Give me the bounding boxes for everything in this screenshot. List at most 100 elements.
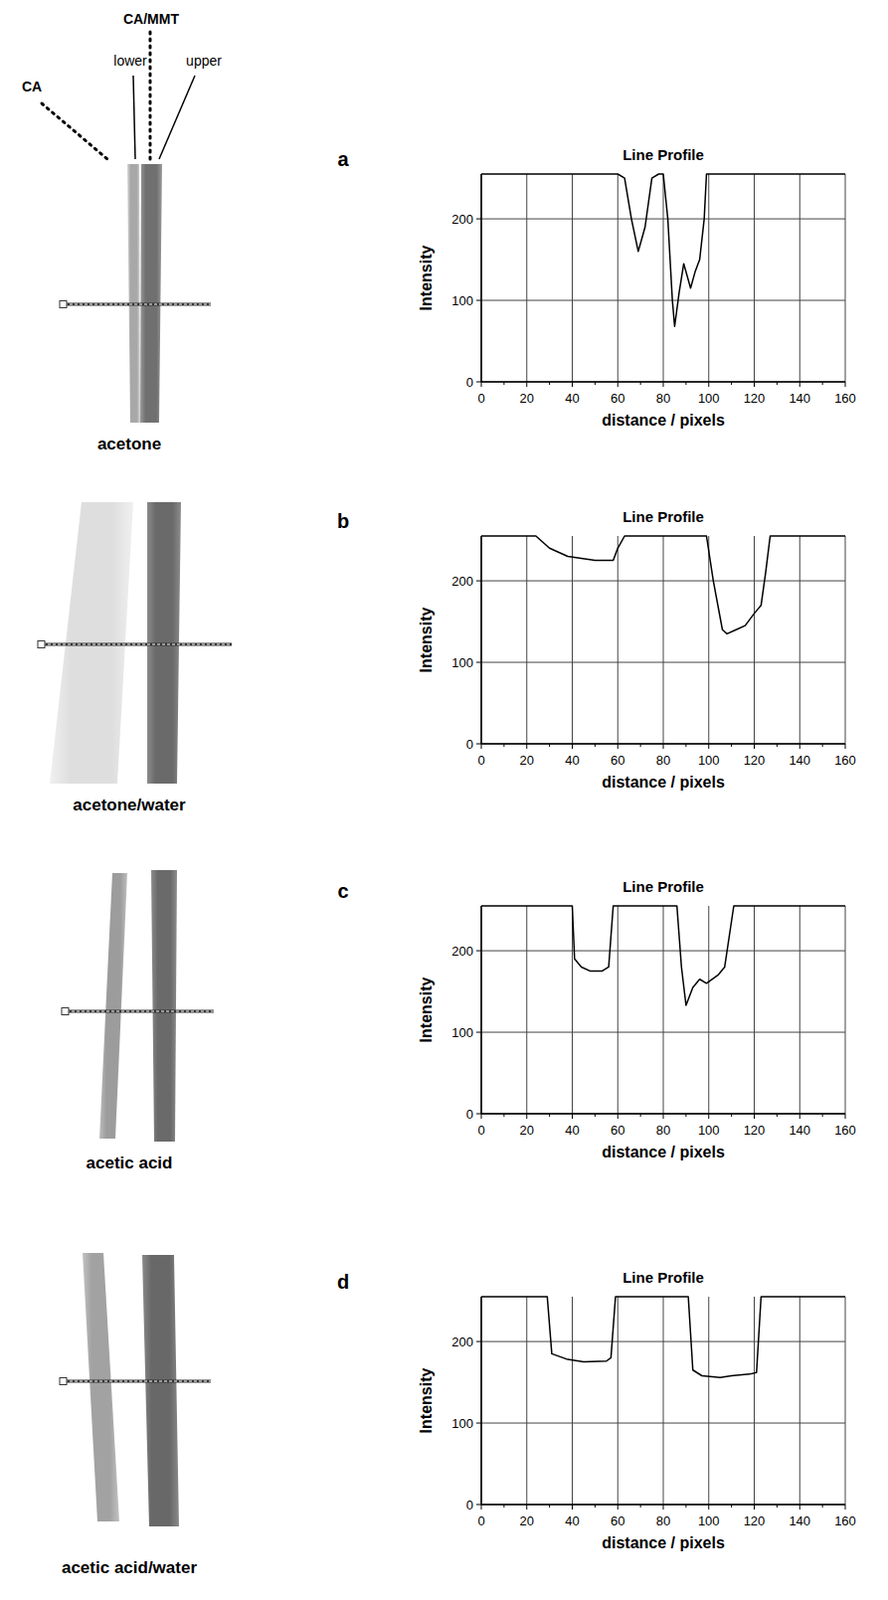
x-axis-title: distance / pixels — [601, 773, 725, 791]
grid-line — [753, 905, 755, 1114]
minor-tick — [776, 1113, 778, 1117]
minor-tick — [548, 1504, 550, 1508]
data-layer — [481, 1296, 846, 1378]
y-tick-label: 0 — [466, 1497, 474, 1513]
x-tick-label: 60 — [610, 390, 625, 406]
panel-letter: a — [337, 148, 350, 171]
minor-tick — [640, 1113, 642, 1117]
x-tick — [799, 381, 801, 387]
y-tick — [476, 1422, 482, 1424]
data-layer — [481, 174, 846, 327]
x-tick — [526, 1113, 528, 1119]
y-tick — [476, 1032, 482, 1034]
x-tick-label: 100 — [698, 390, 720, 406]
x-tick-label: 0 — [477, 390, 485, 406]
x-tick — [571, 743, 573, 749]
minor-tick — [822, 1504, 824, 1508]
y-tick — [476, 662, 482, 664]
x-tick-label: 120 — [743, 390, 766, 406]
x-tick-label: 100 — [698, 1122, 720, 1138]
x-tick — [571, 1113, 573, 1119]
y-tick-label: 0 — [466, 736, 474, 752]
pointer — [41, 103, 108, 160]
x-tick-label: 80 — [656, 390, 671, 406]
x-tick — [845, 381, 847, 387]
x-tick-label: 120 — [743, 752, 766, 768]
x-tick — [617, 381, 619, 387]
minor-tick — [776, 1504, 778, 1508]
x-tick — [481, 381, 483, 387]
data-layer — [481, 535, 846, 634]
x-tick — [526, 743, 528, 749]
grid-line — [708, 905, 710, 1114]
y-tick — [476, 1113, 482, 1115]
minor-tick — [640, 381, 642, 385]
profile-line — [64, 304, 211, 306]
grid-line — [571, 905, 573, 1114]
x-tick-label: 40 — [564, 390, 579, 406]
x-tick — [799, 743, 801, 749]
minor-tick — [776, 743, 778, 747]
profile-handle — [37, 641, 45, 649]
grid-line — [481, 1296, 483, 1505]
caption: acetone — [97, 434, 162, 454]
minor-tick — [594, 1504, 596, 1508]
grid-line — [481, 580, 846, 582]
x-tick — [617, 1113, 619, 1119]
minor-tick — [548, 1113, 550, 1117]
grid-line — [753, 1296, 755, 1505]
y-tick-label: 200 — [451, 943, 474, 959]
minor-tick — [640, 1504, 642, 1508]
grid-line — [617, 174, 619, 382]
y-axis — [480, 535, 483, 744]
minor-tick — [685, 1113, 687, 1117]
minor-tick — [776, 381, 778, 385]
x-tick-label: 80 — [656, 1513, 671, 1529]
grid-line — [571, 174, 573, 382]
x-tick-label: 40 — [564, 752, 579, 768]
x-tick-label: 20 — [520, 1513, 534, 1529]
profile-line — [66, 1011, 214, 1013]
fiber — [140, 164, 163, 423]
y-tick — [476, 950, 482, 952]
y-axis-title: Intensity — [417, 1368, 435, 1434]
x-tick — [526, 1504, 528, 1510]
x-tick-label: 40 — [564, 1513, 579, 1529]
grid-line — [481, 1032, 846, 1034]
grid-line — [481, 905, 483, 1114]
profile-handle — [59, 1378, 67, 1386]
x-tick — [481, 743, 483, 749]
minor-tick — [685, 743, 687, 747]
grid-line — [571, 1296, 573, 1505]
x-tick-label: 140 — [788, 390, 811, 406]
y-tick-label: 100 — [451, 655, 474, 671]
profile-curve — [481, 174, 846, 327]
x-tick-label: 60 — [610, 752, 625, 768]
image-label: CA/MMT — [123, 10, 179, 27]
y-tick — [476, 743, 482, 745]
minor-tick — [822, 743, 824, 747]
y-tick-label: 200 — [451, 1334, 474, 1350]
grid-line — [526, 1296, 528, 1505]
grid-line — [708, 535, 710, 744]
x-tick-label: 100 — [698, 1513, 720, 1529]
pointer — [159, 75, 195, 160]
data-layer — [481, 905, 846, 1006]
profile-curve — [481, 535, 846, 634]
line-chart: 0204060801001201401600100200Line Profile… — [337, 146, 856, 429]
grid-line — [481, 950, 846, 952]
line-chart: 0204060801001201401600100200Line Profile… — [337, 508, 857, 791]
x-tick — [663, 381, 665, 387]
y-tick-label: 100 — [451, 1025, 474, 1041]
fiber-image — [37, 502, 232, 784]
profile-line — [64, 1380, 211, 1384]
x-tick — [663, 743, 665, 749]
fiber-image — [59, 164, 211, 423]
x-tick — [617, 743, 619, 749]
x-tick-label: 20 — [520, 390, 534, 406]
profile-handle — [61, 1008, 69, 1016]
y-axis — [480, 905, 483, 1114]
x-axis-title: distance / pixels — [601, 1143, 725, 1161]
y-tick-label: 0 — [466, 374, 474, 390]
grid-line — [481, 662, 846, 664]
